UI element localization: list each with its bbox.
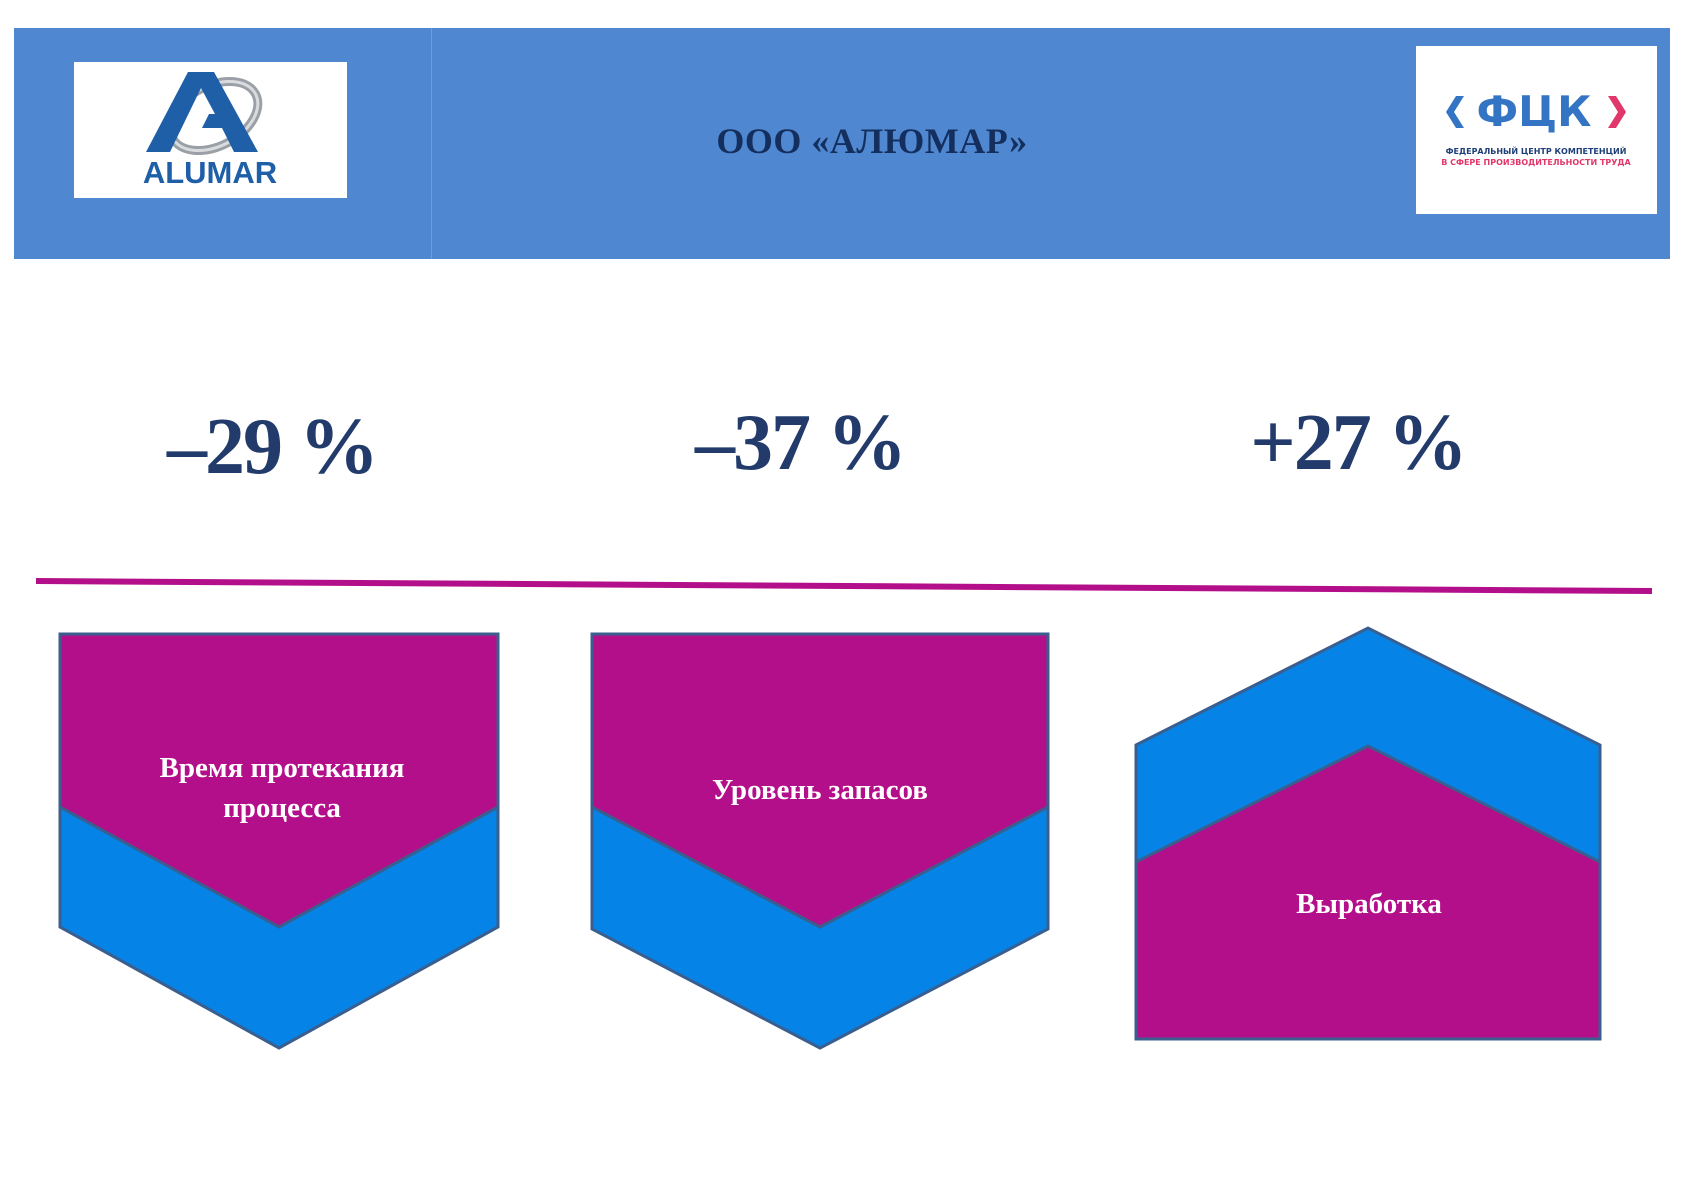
header-banner: ALUMAR ООО «АЛЮМАР» ФЦК ФЕДЕРАЛЬНЫЙ ЦЕНТ… <box>14 28 1670 259</box>
productivity-shape <box>1134 626 1602 1041</box>
inventory-label: Уровень запасов <box>712 774 928 806</box>
process-time-label-line2: процесса <box>223 792 341 824</box>
metric-inventory: –37 % <box>695 399 907 487</box>
fck-logo-icon: ФЦК ФЕДЕРАЛЬНЫЙ ЦЕНТР КОМПЕТЕНЦИЙ В СФЕР… <box>1441 87 1631 167</box>
header-divider <box>431 28 432 259</box>
metric-process-time: –29 % <box>167 403 379 491</box>
alumar-logo: ALUMAR <box>74 62 347 198</box>
fck-logo-mark: ФЦК <box>1477 87 1592 136</box>
fck-caption-line2: В СФЕРЕ ПРОИЗВОДИТЕЛЬНОСТИ ТРУДА <box>1441 158 1631 167</box>
productivity-label: Выработка <box>1296 888 1442 920</box>
process-time-label-line1: Время протекания <box>159 752 405 784</box>
company-title: ООО «АЛЮМАР» <box>716 121 1028 161</box>
alumar-logo-icon: ALUMAR <box>143 72 277 190</box>
fck-logo: ФЦК ФЕДЕРАЛЬНЫЙ ЦЕНТР КОМПЕТЕНЦИЙ В СФЕР… <box>1416 46 1657 214</box>
process-time-shape <box>58 632 500 1050</box>
inventory-shape <box>590 632 1050 1050</box>
alumar-logo-text: ALUMAR <box>143 155 277 190</box>
process-time-label: Время протекания процесса <box>62 748 502 828</box>
metric-productivity: +27 % <box>1250 399 1468 487</box>
fck-caption-line1: ФЕДЕРАЛЬНЫЙ ЦЕНТР КОМПЕТЕНЦИЙ <box>1446 145 1627 156</box>
divider-line <box>35 578 1653 594</box>
